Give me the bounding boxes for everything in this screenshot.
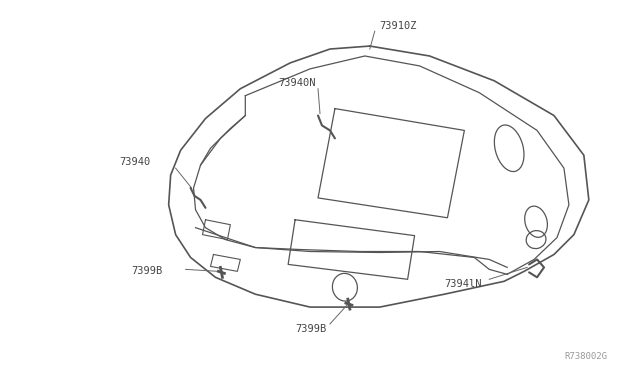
Text: 7399B: 7399B xyxy=(131,266,162,276)
Text: 7399B: 7399B xyxy=(295,324,326,334)
Text: 73940: 73940 xyxy=(119,157,150,167)
Text: 73910Z: 73910Z xyxy=(380,21,417,31)
Text: 7394lN: 7394lN xyxy=(444,279,482,289)
Text: 73940N: 73940N xyxy=(278,78,316,88)
Text: R738002G: R738002G xyxy=(564,352,607,361)
